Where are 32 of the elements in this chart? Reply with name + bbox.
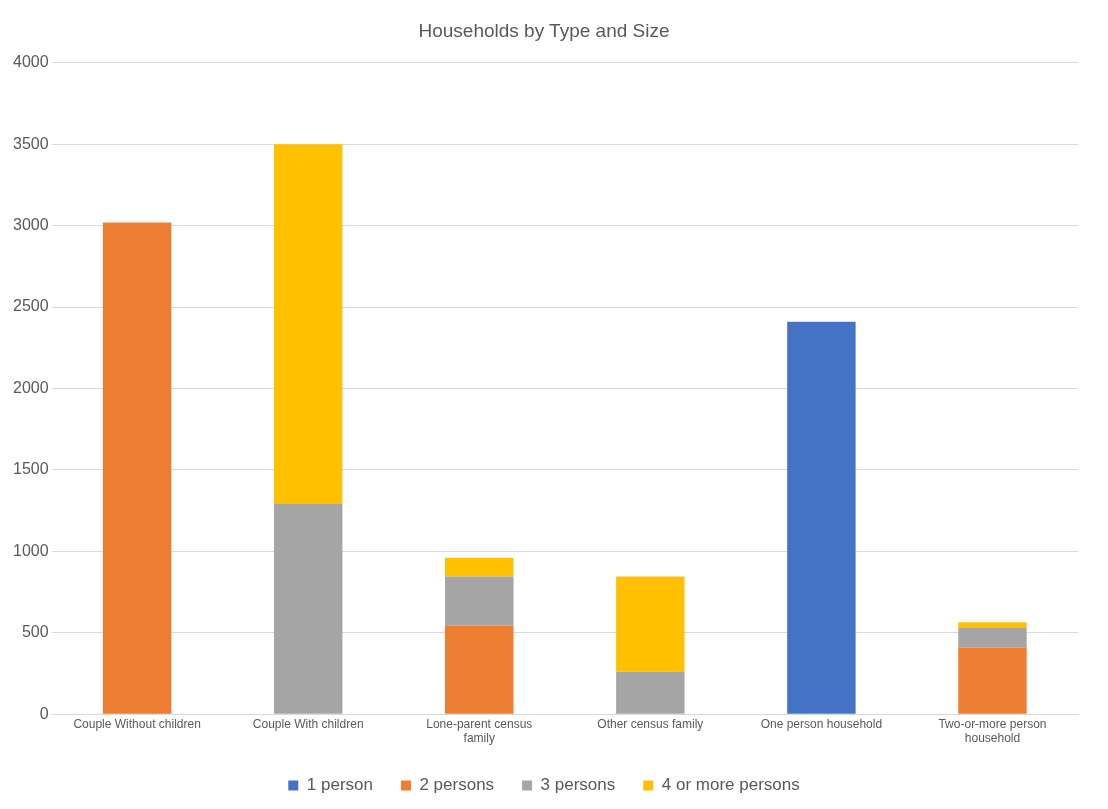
bar	[787, 321, 856, 714]
y-tick-label: 1500	[13, 460, 49, 478]
y-tick-label: 4000	[13, 53, 49, 71]
bar	[958, 627, 1027, 648]
y-tick-label: 0	[39, 704, 49, 722]
y-tick-label: 2500	[13, 297, 49, 315]
bar	[958, 622, 1027, 628]
legend-label: 2 persons	[419, 775, 495, 795]
y-tick-label: 500	[21, 623, 49, 641]
bar	[102, 222, 172, 714]
y-tick-label: 2000	[13, 378, 49, 396]
bar	[445, 625, 514, 714]
legend-label: 3 persons	[540, 775, 616, 795]
bar	[616, 576, 685, 672]
x-tick-label: Other census family	[597, 716, 704, 731]
bar	[273, 504, 343, 714]
bar	[445, 576, 514, 626]
x-tick-label: Couple Without children	[73, 716, 201, 731]
legend-label: 4 or more persons	[661, 775, 800, 795]
bar	[616, 671, 685, 714]
x-tick-label: Two-or-more person household	[938, 716, 1047, 746]
bar	[958, 647, 1027, 714]
bar	[445, 557, 514, 577]
y-tick-label: 1000	[13, 541, 49, 559]
x-tick-label: Lone-parent census family	[426, 716, 533, 746]
x-tick-label: Couple With children	[252, 716, 364, 731]
x-tick-label: One person household	[760, 716, 883, 731]
y-tick-label: 3000	[13, 216, 49, 234]
chart-title: Households by Type and Size	[418, 19, 670, 41]
y-tick-label: 3500	[13, 134, 49, 152]
legend-label: 1 person	[306, 775, 373, 795]
bar	[273, 144, 343, 505]
